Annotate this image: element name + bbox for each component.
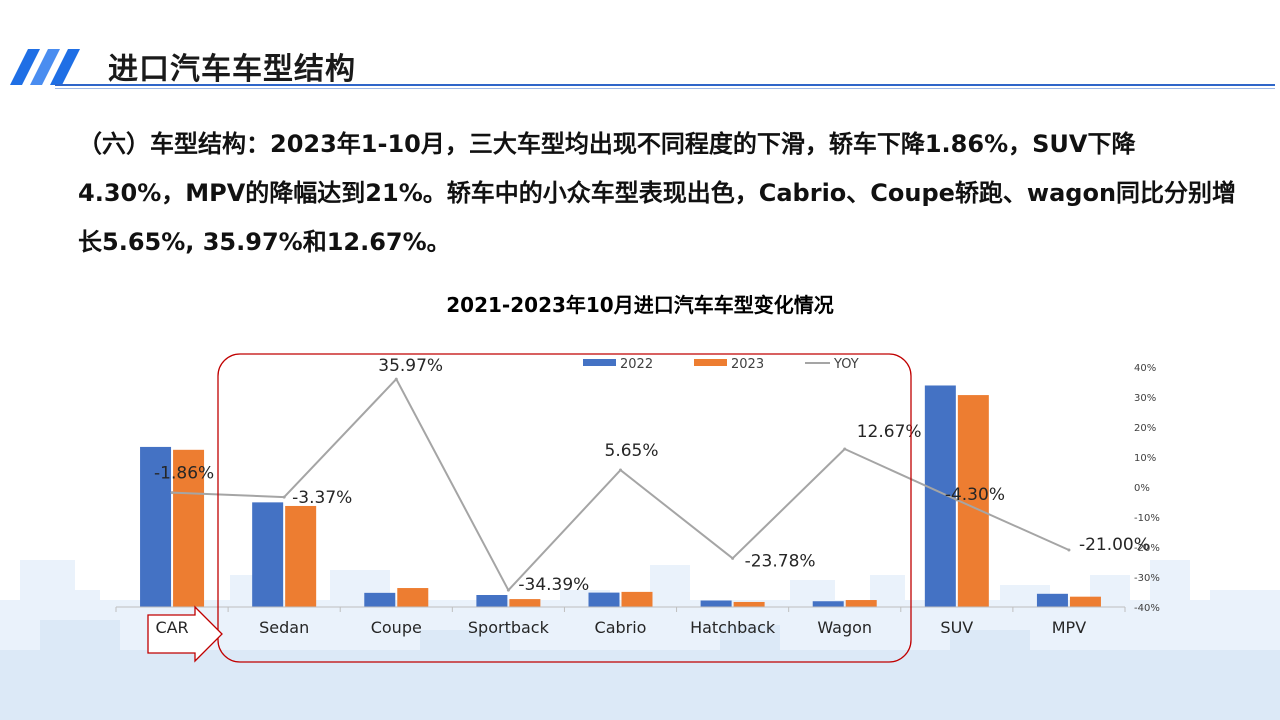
x-tick-label: Wagon — [817, 618, 872, 637]
x-tick-label: SUV — [940, 618, 973, 637]
y-right-tick-label: -10% — [1134, 513, 1160, 524]
data-label-coupe: 35.97% — [378, 356, 443, 376]
y-right-tick-label: 30% — [1134, 393, 1156, 404]
x-tick-label: MPV — [1052, 618, 1086, 637]
legend-swatch-2022 — [583, 359, 616, 366]
bar-layer — [140, 385, 1101, 607]
yoy-point-cabrio — [619, 468, 622, 472]
yoy-point-wagon — [843, 447, 847, 451]
slide-title: 进口汽车车型结构 — [108, 52, 356, 87]
x-tick-label: Sedan — [259, 618, 309, 637]
bar-2023-sedan — [285, 505, 317, 607]
y-right-tick-label: 20% — [1134, 423, 1156, 434]
bar-2023-cabrio — [621, 591, 653, 607]
bar-2023-sportback — [509, 599, 541, 607]
y-right-tick-label: 0% — [1134, 483, 1150, 494]
legend-label-2023: 2023 — [731, 357, 764, 372]
bar-2023-hatchback — [733, 601, 765, 607]
y-right-tick-label: 10% — [1134, 453, 1156, 464]
title-underline — [55, 84, 1275, 89]
bar-2022-car — [140, 446, 172, 607]
yoy-point-hatchback — [731, 556, 735, 560]
x-tick-label: Coupe — [371, 618, 422, 637]
yoy-point-mpv — [1067, 548, 1071, 552]
yoy-point-suv — [955, 498, 959, 502]
x-tick-label: Sportback — [468, 618, 550, 637]
yoy-point-sportback — [506, 588, 510, 592]
yoy-line-layer — [170, 377, 1071, 592]
y-right-tick-label: -20% — [1134, 543, 1160, 554]
bar-2023-wagon — [845, 600, 877, 607]
bar-2023-mpv — [1069, 596, 1101, 607]
data-label-wagon: 12.67% — [857, 422, 922, 442]
data-label-sportback: -34.39% — [518, 575, 589, 595]
data-label-suv: -4.30% — [945, 485, 1005, 505]
data-label-cabrio: 5.65% — [605, 441, 659, 461]
data-label-sedan: -3.37% — [292, 488, 352, 508]
axis-layer: CAR Sedan Coupe Sportback Cabrio Hatchback Wag… — [115, 363, 1160, 637]
data-label-mpv: -21.00% — [1079, 535, 1150, 555]
bar-2022-wagon — [812, 601, 844, 607]
arrow-shape — [147, 605, 223, 663]
bar-2022-coupe — [364, 592, 396, 607]
bar-2022-sedan — [252, 502, 284, 607]
legend-swatch-2023 — [694, 359, 727, 366]
yoy-point-car — [170, 491, 174, 495]
annotation-layer: CAR — [147, 353, 912, 663]
data-label-car: -1.86% — [154, 464, 214, 484]
data-label-hatchback: -23.78% — [745, 551, 816, 571]
bar-2022-hatchback — [700, 600, 732, 607]
y-right-tick-label: -40% — [1134, 603, 1160, 614]
bar-2023-coupe — [397, 588, 429, 607]
chart-title: 2021-2023年10月进口汽车车型变化情况 — [446, 293, 834, 317]
summary-paragraph: （六）车型结构：2023年1-10月，三大车型均出现不同程度的下滑，轿车下降1.… — [78, 130, 1237, 256]
data-label-layer: -1.86% -3.37% 35.97% -34.39% 5.65% -23.78% 12.… — [154, 356, 1150, 595]
legend: 2022 2023 YOY — [583, 357, 859, 372]
bar-2022-sportback — [476, 595, 508, 607]
title-stripes-icon — [10, 49, 80, 85]
yoy-point-coupe — [394, 377, 398, 381]
legend-label-YOY: YOY — [833, 357, 859, 372]
legend-label-2022: 2022 — [620, 357, 653, 372]
yoy-point-sedan — [282, 495, 286, 499]
bar-2022-mpv — [1036, 593, 1068, 607]
bar-2022-cabrio — [588, 592, 620, 607]
bar-2023-suv — [957, 395, 989, 607]
y-right-tick-label: 40% — [1134, 363, 1156, 374]
highlight-box — [217, 353, 912, 663]
x-tick-label: Cabrio — [595, 618, 647, 637]
y-right-tick-label: -30% — [1134, 573, 1160, 584]
x-tick-label-car-front: CAR — [155, 618, 188, 637]
bar-2023-car — [173, 449, 205, 607]
x-tick-label: Hatchback — [690, 618, 776, 637]
